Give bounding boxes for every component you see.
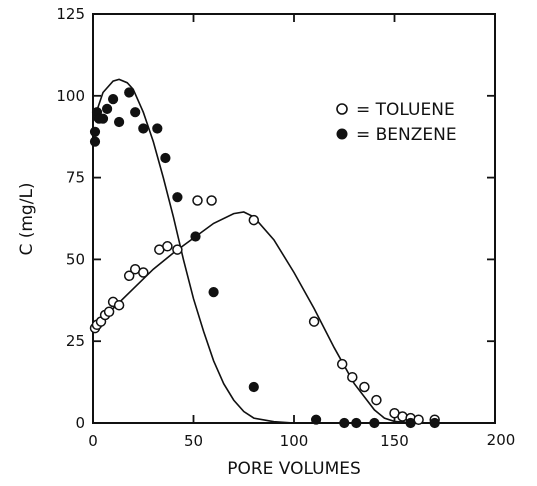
benzene-point	[248, 381, 259, 393]
toluene-point	[248, 214, 260, 226]
benzene-point	[138, 123, 149, 134]
y-tick-labels: 0 25 50 75 100 125	[56, 5, 85, 432]
benzene-point	[429, 417, 440, 429]
toluene-point	[172, 244, 183, 255]
x-axis-ticks	[92, 14, 496, 423]
toluene-point	[138, 267, 149, 278]
benzene-point	[160, 152, 171, 164]
y-axis-ticks	[93, 13, 495, 424]
benzene-point	[107, 93, 119, 105]
legend-marker-toluene	[336, 103, 348, 115]
y-tick-label: 25	[66, 332, 85, 350]
legend-label-benzene: = BENZENE	[356, 125, 457, 145]
benzene-point	[172, 192, 183, 203]
benzene-point	[190, 231, 201, 242]
toluene-point	[192, 195, 203, 206]
benzene-point	[208, 287, 219, 298]
y-tick-label: 50	[66, 250, 85, 268]
benzene-point	[97, 113, 109, 124]
x-tick-label: 150	[380, 432, 409, 450]
y-tick-label: 125	[56, 5, 85, 23]
y-tick-label: 0	[75, 414, 85, 432]
legend: = TOLUENE = BENZENE	[336, 100, 457, 145]
toluene-point	[308, 316, 320, 327]
toluene-point	[103, 306, 115, 318]
x-tick-label: 0	[88, 432, 98, 450]
benzene-point	[89, 136, 101, 147]
benzene-point	[89, 126, 101, 137]
x-axis-title: PORE VOLUMES	[227, 459, 361, 479]
toluene-point	[123, 270, 135, 282]
benzene-point	[339, 417, 350, 429]
toluene-point	[336, 358, 348, 370]
y-tick-label: 75	[66, 169, 85, 187]
x-tick-label: 50	[184, 432, 203, 450]
benzene-point	[405, 417, 416, 429]
x-tick-label: 100	[280, 432, 309, 450]
plot-area-frame	[92, 13, 496, 424]
benzene-point	[369, 417, 380, 429]
benzene-point	[124, 87, 135, 98]
benzene-point	[311, 414, 322, 425]
benzene-point	[101, 103, 113, 114]
fit-curve-toluene	[92, 211, 445, 424]
toluene-point	[359, 381, 370, 393]
legend-marker-benzene	[336, 128, 348, 140]
benzene-point	[113, 116, 125, 128]
toluene-point	[113, 299, 125, 311]
x-tick-label: 200	[487, 431, 516, 449]
toluene-point	[162, 241, 173, 252]
y-tick-label: 100	[56, 87, 85, 105]
benzene-point	[130, 107, 141, 118]
x-tick-labels: 0 50 100 150 200	[88, 431, 515, 450]
toluene-point	[347, 371, 358, 383]
benzene-point	[351, 417, 362, 429]
fit-curves	[92, 78, 445, 424]
y-axis-title: C (mg/L)	[17, 182, 37, 255]
toluene-point	[206, 195, 217, 206]
benzene-point	[152, 123, 163, 134]
legend-label-toluene: = TOLUENE	[356, 100, 455, 120]
data-markers	[89, 87, 440, 429]
fit-curve-benzene	[92, 78, 335, 424]
toluene-point	[371, 394, 382, 406]
